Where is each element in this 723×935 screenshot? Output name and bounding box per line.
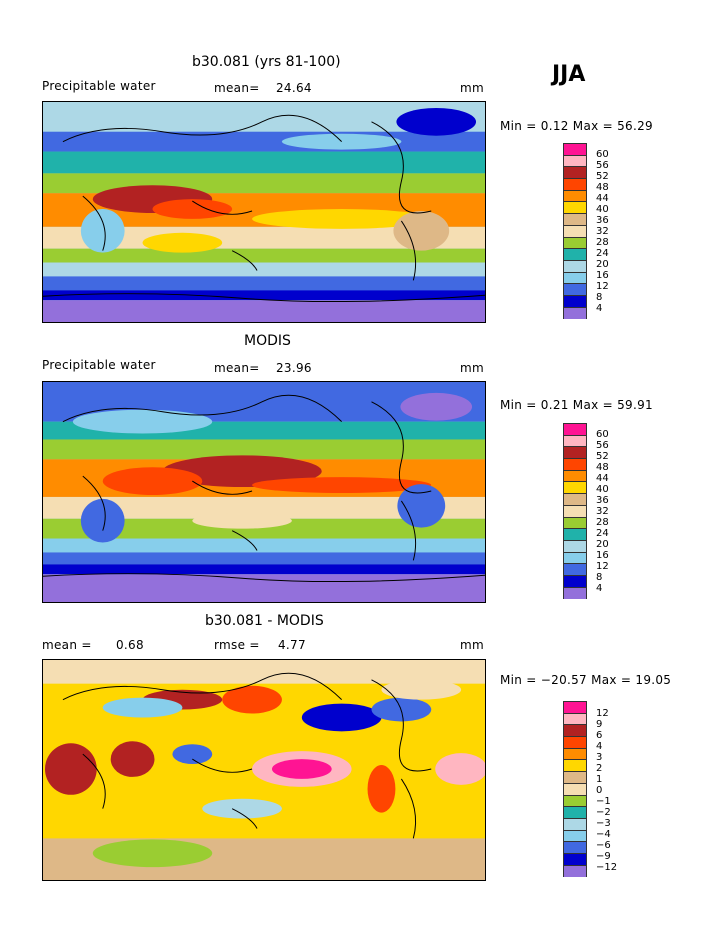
panel3-tick: −12 [596, 862, 618, 873]
panel1-tick: 8 [596, 292, 603, 303]
panel3-tick: −9 [596, 851, 611, 862]
panel2-unit: mm [460, 361, 484, 375]
panel3-tick: 0 [596, 785, 603, 796]
panel1-tick: 56 [596, 160, 609, 171]
panel2-title: MODIS [244, 333, 291, 349]
panel1-tick: 52 [596, 171, 609, 182]
panel2-minmax: Min = 0.21 Max = 59.91 [500, 398, 653, 412]
panel3-tick: 4 [596, 741, 603, 752]
panel1-tick: 48 [596, 182, 609, 193]
panel2-tick: 52 [596, 451, 609, 462]
panel3-tick: 1 [596, 774, 603, 785]
panel3-tick: 12 [596, 708, 609, 719]
panel1-tick: 40 [596, 204, 609, 215]
panel3-rmse-value: 4.77 [278, 638, 306, 652]
panel2-tick: 8 [596, 572, 603, 583]
panel2-tick: 48 [596, 462, 609, 473]
panel1-tick: 28 [596, 237, 609, 248]
panel1-tick: 20 [596, 259, 609, 270]
panel2-tick: 36 [596, 495, 609, 506]
panel1-variable-label: Precipitable water [42, 79, 156, 93]
panel1-map [42, 101, 486, 323]
panel3-tick: −6 [596, 840, 611, 851]
panel1-tick: 44 [596, 193, 609, 204]
panel2-mean-value: 23.96 [276, 361, 312, 375]
panel3-map [42, 659, 486, 881]
panel1-tick: 60 [596, 149, 609, 160]
panel2-tick: 56 [596, 440, 609, 451]
season-label: JJA [552, 62, 586, 87]
panel3-tick: 3 [596, 752, 603, 763]
panel1-mean-label: mean= [214, 81, 260, 95]
panel2-tick: 20 [596, 539, 609, 550]
panel2-colorbar [563, 423, 587, 600]
panel1-mean-value: 24.64 [276, 81, 312, 95]
panel3-mean-value: 0.68 [116, 638, 144, 652]
panel1-unit: mm [460, 81, 484, 95]
panel1-tick: 36 [596, 215, 609, 226]
panel1-minmax: Min = 0.12 Max = 56.29 [500, 119, 653, 133]
panel2-variable-label: Precipitable water [42, 358, 156, 372]
panel1-title: b30.081 (yrs 81-100) [192, 54, 341, 70]
panel3-tick: 9 [596, 719, 603, 730]
panel3-tick: −3 [596, 818, 611, 829]
panel1-tick: 24 [596, 248, 609, 259]
panel3-unit: mm [460, 638, 484, 652]
panel3-colorbar [563, 701, 587, 878]
panel3-tick: 2 [596, 763, 603, 774]
panel3-tick: −2 [596, 807, 611, 818]
panel2-map [42, 381, 486, 603]
panel2-mean-label: mean= [214, 361, 260, 375]
panel1-tick: 4 [596, 303, 603, 314]
panel1-tick: 32 [596, 226, 609, 237]
panel2-tick: 12 [596, 561, 609, 572]
panel2-tick: 44 [596, 473, 609, 484]
panel2-tick: 24 [596, 528, 609, 539]
panel2-tick: 4 [596, 583, 603, 594]
panel1-tick: 12 [596, 281, 609, 292]
panel1-colorbar [563, 143, 587, 320]
panel2-tick: 60 [596, 429, 609, 440]
panel3-tick: −1 [596, 796, 611, 807]
panel3-tick: 6 [596, 730, 603, 741]
panel3-rmse-label: rmse = [214, 638, 260, 652]
panel3-tick: −4 [596, 829, 611, 840]
panel2-tick: 28 [596, 517, 609, 528]
panel2-tick: 40 [596, 484, 609, 495]
panel2-tick: 16 [596, 550, 609, 561]
panel3-title: b30.081 - MODIS [205, 613, 324, 629]
panel3-mean-label: mean = [42, 638, 92, 652]
panel1-tick: 16 [596, 270, 609, 281]
panel2-tick: 32 [596, 506, 609, 517]
panel3-minmax: Min = −20.57 Max = 19.05 [500, 673, 672, 687]
